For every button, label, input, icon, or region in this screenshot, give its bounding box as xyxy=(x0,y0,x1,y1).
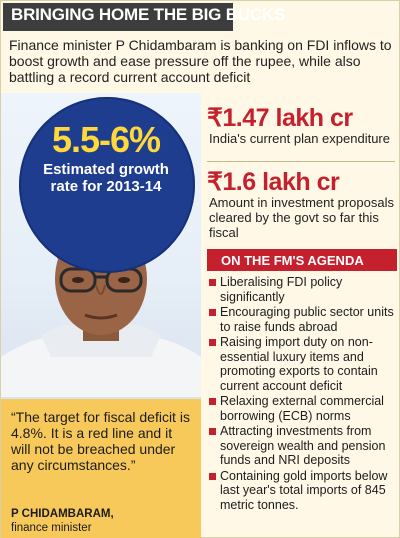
agenda-item: Attracting investments from sovereign we… xyxy=(209,424,397,468)
stat-plan-expenditure-value: ₹1.47 lakh cr xyxy=(207,104,353,132)
quote-text: “The target for fiscal deficit is 4.8%. … xyxy=(11,409,190,473)
speaker-name: P CHIDAMBARAM, xyxy=(11,508,114,520)
agenda-item: Liberalising FDI policy significantly xyxy=(209,275,397,304)
agenda-title: ON THE FM'S AGENDA xyxy=(221,253,364,268)
agenda-item: Relaxing external commercial borrowing (… xyxy=(209,394,397,423)
agenda-item: Containing gold imports below last year'… xyxy=(209,469,397,513)
agenda-header-bar xyxy=(207,249,397,271)
agenda-item-text: Encouraging public sector units to raise… xyxy=(220,305,394,334)
intro-text: Finance minister P Chidambaram is bankin… xyxy=(9,37,392,85)
growth-bubble xyxy=(19,97,195,273)
headline-bar xyxy=(3,3,233,31)
stat-plan-expenditure-label: India's current plan expenditure xyxy=(209,131,390,146)
bullet-square-icon xyxy=(209,279,216,286)
agenda-item-text: Attracting investments from sovereign we… xyxy=(220,424,386,467)
headline: BRINGING HOME THE BIG BUCKS xyxy=(11,5,286,24)
agenda-list: Liberalising FDI policy significantly En… xyxy=(209,275,397,513)
agenda-item-text: Liberalising FDI policy significantly xyxy=(220,275,343,304)
agenda-item-text: Relaxing external commercial borrowing (… xyxy=(220,394,384,423)
agenda-item: Raising import duty on non-essential lux… xyxy=(209,335,397,393)
agenda-item-text: Raising import duty on non-essential lux… xyxy=(220,335,378,393)
growth-caption: Estimated growth rate for 2013-14 xyxy=(43,161,169,195)
stat-investment-value: ₹1.6 lakh cr xyxy=(207,168,340,196)
quote-box xyxy=(1,399,201,538)
stat-investment-label: Amount in investment proposals cleared b… xyxy=(209,195,394,240)
bullet-square-icon xyxy=(209,472,216,480)
bullet-square-icon xyxy=(209,309,216,316)
quote-attribution: P CHIDAMBARAM, finance minister xyxy=(11,507,195,535)
stat-divider xyxy=(207,161,395,162)
growth-value: 5.5-6% xyxy=(51,119,161,160)
bullet-square-icon xyxy=(209,339,216,346)
bullet-square-icon xyxy=(209,428,216,435)
agenda-item-text: Containing gold imports below last year'… xyxy=(220,468,388,512)
bullet-square-icon xyxy=(209,398,216,405)
speaker-role: finance minister xyxy=(11,522,92,534)
agenda-item: Encouraging public sector units to raise… xyxy=(209,305,397,334)
